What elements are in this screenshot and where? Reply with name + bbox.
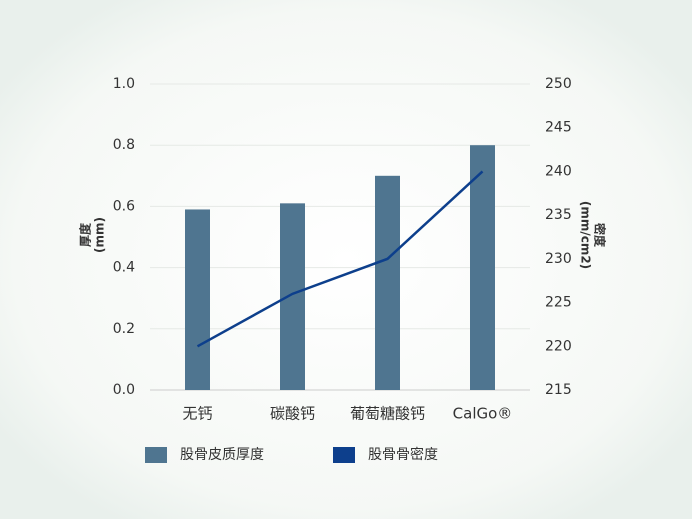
y2-tick-label: 230: [545, 251, 572, 267]
y2-tick-label: 235: [545, 207, 572, 223]
x-tick-label: 碳酸钙: [270, 405, 315, 423]
bar: [185, 209, 210, 390]
x-tick-label: 无钙: [182, 405, 212, 423]
y-tick-label: 0.4: [113, 260, 135, 276]
y2-tick-label: 250: [545, 76, 572, 92]
y2-axis-title: 密度: [593, 223, 608, 248]
bar: [375, 175, 400, 390]
x-tick-label: 葡萄糖酸钙: [350, 405, 425, 423]
bar: [470, 145, 495, 390]
bar: [280, 203, 305, 390]
legend-swatch: [145, 447, 167, 463]
y-axis-title: 厚度: [78, 222, 93, 247]
y-axis-title: (mm): [93, 217, 107, 253]
y-tick-label: 0.8: [113, 137, 135, 153]
y2-axis-title: (mm/cm2): [579, 201, 593, 269]
y-tick-label: 0.6: [113, 198, 135, 214]
y2-tick-label: 215: [545, 382, 572, 398]
y-tick-label: 1.0: [113, 76, 135, 92]
legend-swatch: [333, 447, 355, 463]
y2-tick-label: 245: [545, 120, 572, 136]
legend-label: 股骨骨密度: [368, 446, 438, 463]
y2-tick-label: 220: [545, 338, 572, 354]
y2-tick-label: 240: [545, 163, 572, 179]
x-tick-label: CalGo®: [453, 405, 513, 423]
line: [196, 170, 484, 348]
y-tick-label: 0.0: [113, 382, 135, 398]
legend-label: 股骨皮质厚度: [180, 447, 264, 463]
y2-tick-label: 225: [545, 295, 572, 311]
y-tick-label: 0.2: [113, 321, 135, 337]
